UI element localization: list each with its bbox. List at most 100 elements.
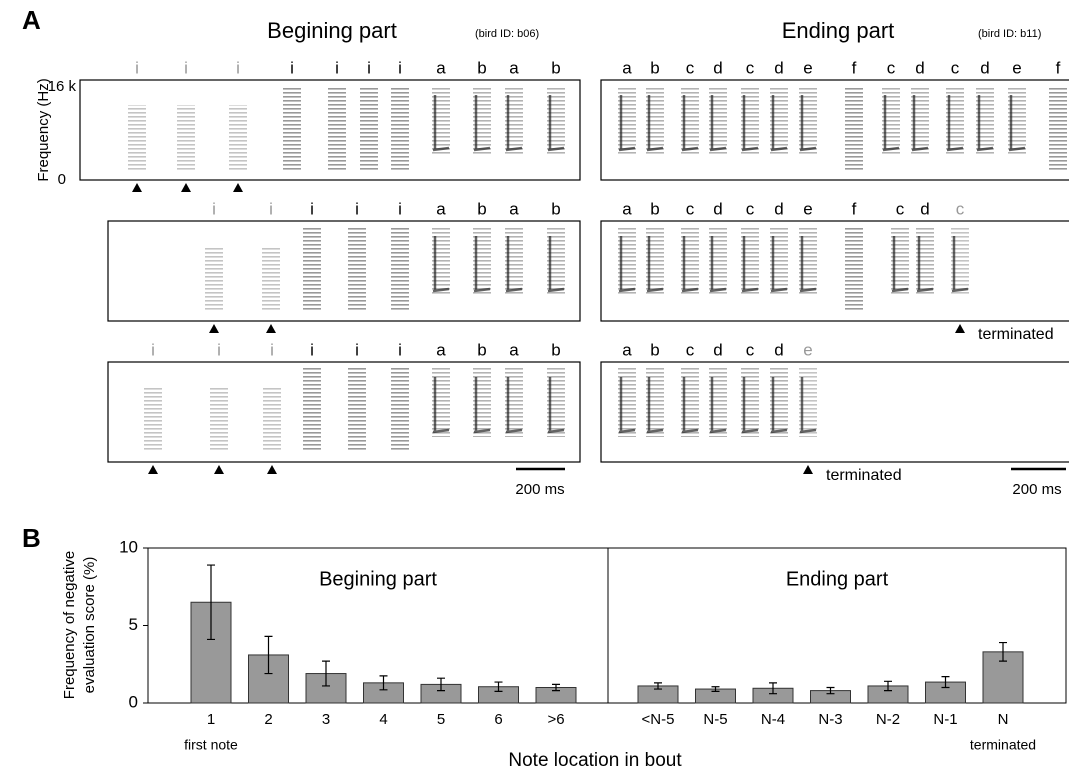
x-tick-label: N-2 xyxy=(876,711,900,728)
x-tick-label: 1 xyxy=(207,711,215,728)
note-label: f xyxy=(1056,58,1061,77)
syllable xyxy=(845,227,863,311)
note-marker xyxy=(266,324,276,333)
syllable xyxy=(303,227,321,311)
annotation: terminated xyxy=(970,737,1036,753)
group-label: Ending part xyxy=(786,568,889,590)
note-label: c xyxy=(951,58,960,77)
note-label: b xyxy=(551,340,560,359)
y-tick-label: 5 xyxy=(129,615,138,634)
note-label: i xyxy=(398,340,402,359)
syllable xyxy=(229,105,247,170)
x-tick-label: N-3 xyxy=(818,711,842,728)
scale-label: 200 ms xyxy=(515,481,564,498)
note-label: c xyxy=(746,58,755,77)
annotation: first note xyxy=(184,737,238,753)
spectrogram xyxy=(601,221,1069,321)
terminated-label: terminated xyxy=(978,326,1054,343)
syllable xyxy=(391,227,409,311)
note-label: c xyxy=(686,199,695,218)
note-marker xyxy=(803,465,813,474)
note-label: i xyxy=(269,199,273,218)
note-label: e xyxy=(1012,58,1021,77)
note-label: c xyxy=(686,340,695,359)
note-label: d xyxy=(713,199,722,218)
note-label: b xyxy=(650,340,659,359)
syllable xyxy=(348,227,366,311)
note-label: b xyxy=(477,340,486,359)
note-label: i xyxy=(151,340,155,359)
note-label: i xyxy=(310,199,314,218)
syllable xyxy=(348,368,366,452)
note-label: b xyxy=(551,58,560,77)
group-label: Begining part xyxy=(319,568,437,590)
x-tick-label: N-5 xyxy=(703,711,727,728)
note-label: d xyxy=(915,58,924,77)
syllable xyxy=(263,387,281,452)
note-label: i xyxy=(398,58,402,77)
syllable xyxy=(360,86,378,170)
note-label: i xyxy=(270,340,274,359)
note-label: a xyxy=(436,58,446,77)
syllable xyxy=(391,86,409,170)
note-marker xyxy=(148,465,158,474)
syllable xyxy=(205,246,223,311)
syllable xyxy=(177,105,195,170)
syllable xyxy=(262,246,280,311)
note-label: f xyxy=(852,199,857,218)
note-label: a xyxy=(436,199,446,218)
spectrogram xyxy=(601,80,1069,180)
note-label: d xyxy=(774,58,783,77)
note-marker xyxy=(181,183,191,192)
note-label: i xyxy=(236,58,240,77)
note-label: e xyxy=(803,340,812,359)
note-label: d xyxy=(774,199,783,218)
note-label: i xyxy=(355,340,359,359)
scale-label: 200 ms xyxy=(1012,481,1061,498)
note-label: b xyxy=(650,58,659,77)
syllable xyxy=(303,368,321,452)
note-label: a xyxy=(622,340,632,359)
syllable xyxy=(210,387,228,452)
note-marker xyxy=(132,183,142,192)
x-tick-label: N-4 xyxy=(761,711,785,728)
terminated-label: terminated xyxy=(826,467,902,484)
spectrogram xyxy=(601,362,1069,462)
note-label: a xyxy=(436,340,446,359)
note-marker xyxy=(233,183,243,192)
freq-bottom: 0 xyxy=(58,171,66,188)
note-label: i xyxy=(398,199,402,218)
note-marker xyxy=(267,465,277,474)
note-label: d xyxy=(920,199,929,218)
x-tick-label: >6 xyxy=(547,711,564,728)
syllable xyxy=(1049,86,1067,170)
note-label: a xyxy=(509,58,519,77)
freq-label: Frequency (Hz) xyxy=(35,78,52,181)
syllable xyxy=(128,105,146,170)
note-label: i xyxy=(212,199,216,218)
note-label: b xyxy=(477,199,486,218)
note-label: i xyxy=(335,58,339,77)
note-label: d xyxy=(774,340,783,359)
note-label: i xyxy=(217,340,221,359)
note-label: c xyxy=(686,58,695,77)
y-tick-label: 0 xyxy=(129,692,138,711)
note-label: i xyxy=(135,58,139,77)
y-label: evaluation score (%) xyxy=(81,557,98,694)
y-label: Frequency of negative xyxy=(61,551,78,699)
note-marker xyxy=(209,324,219,333)
x-tick-label: N-1 xyxy=(933,711,957,728)
syllable xyxy=(144,387,162,452)
note-label: d xyxy=(713,340,722,359)
end-title: Ending part xyxy=(782,18,895,43)
syllable xyxy=(328,86,346,170)
syllable xyxy=(845,86,863,170)
x-tick-label: 4 xyxy=(379,711,387,728)
x-tick-label: 6 xyxy=(494,711,502,728)
note-label: a xyxy=(509,199,519,218)
note-label: c xyxy=(956,199,965,218)
note-marker xyxy=(214,465,224,474)
note-label: c xyxy=(896,199,905,218)
note-label: i xyxy=(310,340,314,359)
note-marker xyxy=(955,324,965,333)
